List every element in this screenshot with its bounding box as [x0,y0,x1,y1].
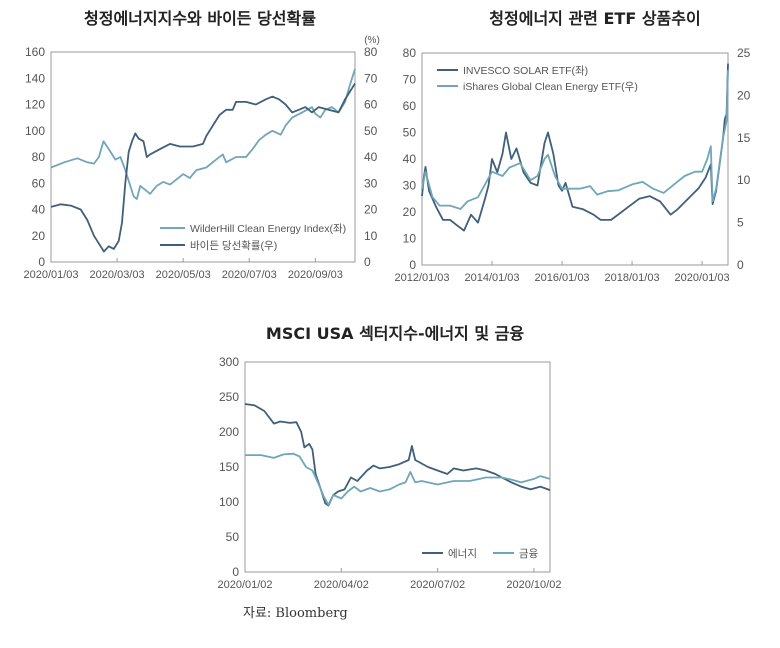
x-tick-label: 2014/01/03 [464,272,519,284]
y-left-tick-label: 60 [32,176,46,190]
y-left-tick-label: 20 [403,205,417,219]
y-left-tick-label: 120 [25,98,45,112]
y-right-tick-label: 50 [364,124,378,138]
x-tick-label: 2020/03/03 [90,269,145,281]
chart-title: MSCI USA 섹터지수-에너지 및 금융 [266,324,524,343]
y-left-tick-label: 300 [219,355,239,369]
y-left-tick-label: 60 [403,99,417,113]
chart-title: 청정에너지 관련 ETF 상품추이 [489,9,700,28]
chart-1: 청정에너지지수와 바이든 당선확률 0 20 40 60 80 100 120 140 160 0 1… [23,9,379,281]
y-left-tick-label: 30 [403,179,417,193]
series-line-2 [50,83,356,253]
y-right-tick-label: 60 [364,98,378,112]
x-tick-label: 2020/01/03 [23,269,78,281]
y-right-tick-label: 15 [737,131,751,145]
y-left-tick-label: 250 [219,390,239,404]
x-tick-label: 2012/01/03 [394,272,449,284]
plot-frame [421,52,729,266]
y-right-tick-label: 80 [364,45,378,59]
y-left-tick-label: 80 [32,150,46,164]
y-right-tick-label: 5 [737,216,744,230]
y-right-tick-label: 0 [364,255,371,269]
legend-label: 금융 [519,548,539,560]
y-left-tick-label: 160 [25,45,45,59]
x-tick-label: 2020/04/02 [314,579,369,591]
series-line-1 [421,63,729,232]
y-left-tick-label: 80 [403,46,417,60]
series-line-2 [421,69,729,210]
y-right-tick-label: 20 [737,88,751,102]
y-left-tick-label: 150 [219,460,239,474]
y-left-tick-label: 0 [38,255,45,269]
x-tick-label: 2020/05/03 [156,269,211,281]
y-right-tick-label: 20 [364,203,378,217]
y-left-tick-label: 100 [25,124,45,138]
y-left-tick-label: 0 [409,258,416,272]
series-line-1 [50,68,356,200]
source-note: 자료: Bloomberg [243,606,348,621]
chart-title: 청정에너지지수와 바이든 당선확률 [84,9,316,28]
x-tick-label: 2020/01/02 [217,579,272,591]
x-tick-label: 2020/07/03 [222,269,277,281]
right-axis-unit: (%) [364,35,380,46]
y-left-tick-label: 50 [226,530,240,544]
legend-label: 에너지 [448,548,477,560]
chart-3: MSCI USA 섹터지수-에너지 및 금융 0 50 100 150 200 250 300… [217,324,561,591]
legend-label: 바이든 당선확률(우) [190,239,277,252]
y-right-tick-label: 40 [364,150,378,164]
x-tick-label: 2020/07/02 [410,579,465,591]
y-left-tick-label: 50 [403,126,417,140]
chart-2: 청정에너지 관련 ETF 상품추이 0 10 20 30 40 50 60 70 80 0 5 10 15… [394,9,750,284]
y-right-tick-label: 70 [364,71,378,85]
x-tick-label: 2016/01/03 [535,272,590,284]
series-line-2 [245,452,551,506]
y-left-tick-label: 40 [32,203,46,217]
plot-frame [50,51,356,263]
plot-frame [244,361,551,573]
y-left-tick-label: 10 [403,232,417,246]
y-left-tick-label: 100 [219,495,239,509]
y-left-tick-label: 40 [403,152,417,166]
x-tick-label: 2020/09/03 [288,269,343,281]
y-right-tick-label: 0 [737,258,744,272]
legend-label: iShares Global Clean Energy ETF(우) [463,81,638,93]
y-left-tick-label: 20 [32,229,46,243]
legend-label: WilderHill Clean Energy Index(좌) [190,223,346,235]
x-tick-label: 2020/01/03 [675,272,730,284]
y-right-tick-label: 10 [737,173,751,187]
y-left-tick-label: 200 [219,425,239,439]
y-right-tick-label: 10 [364,229,378,243]
y-right-tick-label: 25 [737,46,751,60]
y-right-tick-label: 30 [364,176,378,190]
series-line-1 [244,403,551,507]
legend-label: INVESCO SOLAR ETF(좌) [463,65,588,77]
x-tick-label: 2018/01/03 [605,272,660,284]
x-tick-label: 2020/10/02 [506,579,561,591]
y-left-tick-label: 70 [403,73,417,87]
y-left-tick-label: 0 [232,565,239,579]
y-left-tick-label: 140 [25,71,45,85]
